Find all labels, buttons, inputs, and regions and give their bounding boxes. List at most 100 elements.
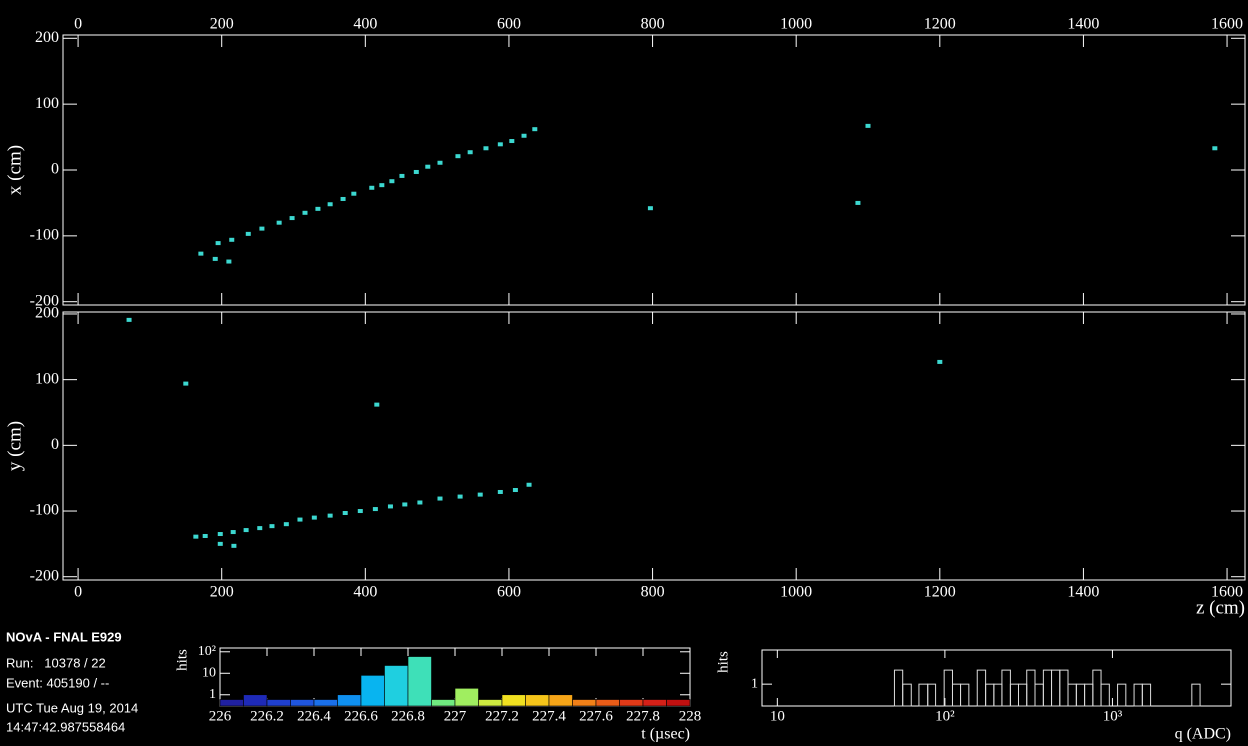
hist-bar bbox=[384, 665, 409, 707]
hist-bar bbox=[642, 699, 667, 707]
y-tick-label: -200 bbox=[30, 567, 59, 584]
x-tick-label: 10 bbox=[770, 708, 785, 724]
hit bbox=[193, 534, 199, 539]
x-tick-label: 600 bbox=[497, 584, 521, 601]
x-tick-label: 227 bbox=[444, 708, 467, 724]
info-title: NOvA - FNAL E929 bbox=[6, 629, 122, 644]
hist-bar bbox=[501, 694, 526, 707]
hit bbox=[467, 150, 473, 155]
x-tick-label: 800 bbox=[641, 584, 665, 601]
hist-bar bbox=[1009, 683, 1020, 707]
y-tick-label: 100 bbox=[35, 95, 59, 112]
hit bbox=[327, 202, 333, 207]
hist-bar bbox=[1067, 683, 1077, 707]
hist-bar bbox=[1051, 669, 1061, 707]
hit bbox=[198, 251, 204, 256]
y-tick-label: -200 bbox=[30, 292, 59, 309]
hist-bar bbox=[1084, 683, 1094, 707]
hit bbox=[276, 220, 282, 225]
hit bbox=[379, 183, 385, 188]
hist-bar bbox=[927, 683, 937, 707]
hist-bar bbox=[548, 694, 573, 707]
x-tick-label: 227.6 bbox=[579, 708, 613, 724]
x-tick-label: 1600 bbox=[1211, 16, 1243, 33]
y-tick-label: 0 bbox=[51, 161, 59, 178]
hit bbox=[351, 191, 357, 196]
x-tick-label: 400 bbox=[353, 16, 377, 33]
y-tick-label: 10 bbox=[202, 665, 216, 680]
y-axis-label: x (cm) bbox=[4, 145, 25, 195]
x-tick-label: 600 bbox=[497, 16, 521, 33]
x-tick-label: 226.6 bbox=[344, 708, 378, 724]
hist-bar bbox=[313, 699, 338, 707]
x-tick-label: 1000 bbox=[780, 584, 812, 601]
hit bbox=[231, 543, 237, 548]
hit bbox=[229, 237, 235, 242]
hist-bar bbox=[1133, 683, 1143, 707]
x-tick-label: 200 bbox=[210, 16, 234, 33]
hit bbox=[183, 381, 189, 386]
y-tick-label: 200 bbox=[35, 29, 59, 46]
x-tick-label: 226.4 bbox=[297, 708, 331, 724]
y-axis-label: hits bbox=[715, 651, 731, 673]
info-line: Run: 10378 / 22 bbox=[6, 655, 106, 670]
hit bbox=[311, 515, 317, 520]
hit bbox=[497, 489, 503, 494]
hit bbox=[387, 504, 393, 509]
hit bbox=[521, 133, 527, 138]
y-tick-label: 10² bbox=[198, 644, 216, 659]
hit bbox=[437, 496, 443, 501]
hit bbox=[399, 173, 405, 178]
hit bbox=[289, 216, 295, 221]
hist-bar bbox=[666, 699, 691, 707]
plot-frame bbox=[62, 311, 1246, 581]
hit bbox=[245, 231, 251, 236]
hist-bar bbox=[454, 687, 479, 707]
x-tick-label: 800 bbox=[641, 16, 665, 33]
hist-bar bbox=[595, 699, 620, 707]
info-line: 14:47:42.987558464 bbox=[6, 719, 125, 734]
hit bbox=[215, 241, 221, 246]
hit bbox=[217, 532, 223, 537]
hit bbox=[126, 317, 132, 322]
hist-bar bbox=[1141, 683, 1152, 707]
hit bbox=[865, 123, 871, 128]
x-tick-label: 10³ bbox=[1103, 708, 1123, 724]
hit bbox=[455, 154, 461, 159]
hit bbox=[315, 206, 321, 211]
hist-bar bbox=[893, 669, 904, 707]
hist-bar bbox=[1059, 669, 1069, 707]
hit bbox=[226, 259, 232, 264]
hit bbox=[374, 402, 380, 407]
hit bbox=[357, 509, 363, 514]
x-tick-label: 227.2 bbox=[485, 708, 519, 724]
hist-bar bbox=[1026, 669, 1036, 707]
x-tick-label: 400 bbox=[353, 584, 377, 601]
hist-bar bbox=[1100, 683, 1110, 707]
hit bbox=[342, 511, 348, 515]
y-tick-label: -100 bbox=[30, 227, 59, 244]
hist-bar bbox=[1001, 669, 1011, 707]
y-tick-label: 1 bbox=[209, 687, 216, 702]
hit bbox=[512, 488, 518, 493]
hit bbox=[647, 206, 653, 211]
x-tick-label: 226.2 bbox=[250, 708, 284, 724]
x-tick-label: 1000 bbox=[780, 16, 812, 33]
x-tick-label: 1400 bbox=[1067, 16, 1099, 33]
hist-bar bbox=[219, 699, 244, 707]
hist-bar bbox=[1034, 683, 1044, 707]
x-tick-label: 226 bbox=[209, 708, 232, 724]
hist-bar bbox=[918, 683, 929, 707]
x-tick-label: 0 bbox=[74, 584, 82, 601]
plot-frame bbox=[761, 649, 1232, 707]
hist-bar bbox=[243, 694, 268, 707]
hist-bar bbox=[619, 699, 644, 707]
x-tick-label: 226.8 bbox=[391, 708, 425, 724]
x-tick-label: 1200 bbox=[924, 584, 956, 601]
hist-bar bbox=[1191, 683, 1201, 707]
hit bbox=[257, 526, 263, 531]
hit bbox=[369, 185, 375, 190]
y-tick-label: 100 bbox=[35, 370, 59, 387]
y-tick-label: -100 bbox=[30, 502, 59, 519]
